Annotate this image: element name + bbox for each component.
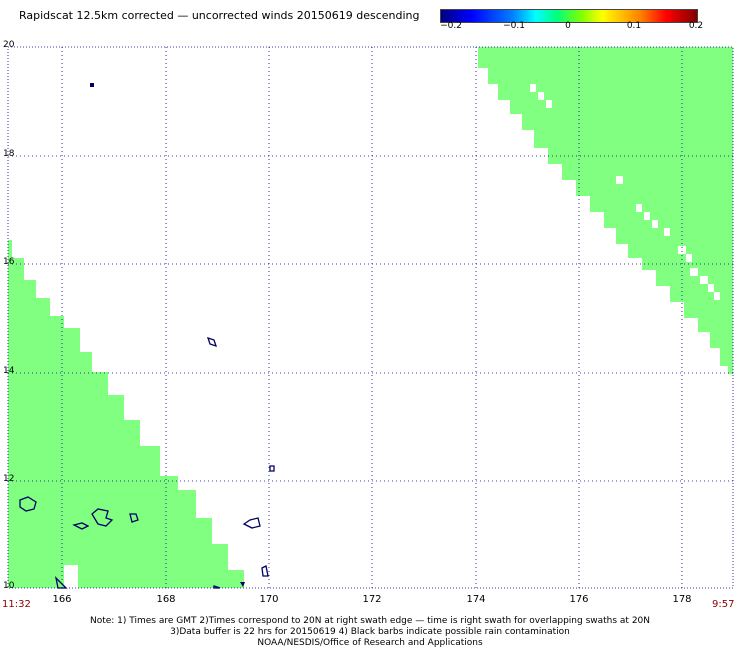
map-title: Rapidscat 12.5km corrected — uncorrected… — [19, 9, 420, 22]
y-tick-label: 12 — [3, 474, 15, 484]
x-tick-label: 178 — [672, 594, 692, 605]
swath-right — [478, 47, 733, 374]
island — [72, 522, 90, 530]
time-right: 9:57 — [712, 599, 735, 610]
island — [90, 83, 94, 87]
x-tick-label: 174 — [466, 594, 486, 605]
island — [261, 565, 269, 577]
island — [269, 465, 275, 472]
island — [54, 576, 68, 589]
colorbar-label: 0.2 — [688, 21, 704, 31]
island — [129, 513, 139, 523]
swath-gaps — [530, 84, 720, 300]
note-line-3: NOAA/NESDIS/Office of Research and Appli… — [257, 638, 483, 648]
y-tick-label: 20 — [3, 40, 15, 50]
islands — [19, 336, 275, 589]
note-line-1: Note: 1) Times are GMT 2)Times correspon… — [89, 616, 651, 626]
x-tick-label: 176 — [569, 594, 589, 605]
island — [242, 517, 261, 529]
colorbar-label: 0 — [565, 21, 571, 31]
swath-gap — [64, 565, 78, 588]
colorbar-label: 0.1 — [626, 21, 642, 31]
grid-lines — [8, 47, 733, 588]
y-tick-label: 18 — [3, 149, 15, 159]
island — [213, 585, 221, 589]
note-line-2: 3)Data buffer is 22 hrs for 20150619 4) … — [170, 627, 570, 637]
island — [206, 336, 218, 348]
island — [19, 496, 37, 512]
time-left: 11:32 — [2, 599, 31, 610]
colorbar — [440, 9, 698, 23]
island — [91, 508, 114, 527]
x-tick-label: 170 — [259, 594, 279, 605]
x-tick-label: 168 — [156, 594, 176, 605]
colorbar-label: −0.1 — [503, 21, 525, 31]
colorbar-label: −0.2 — [440, 21, 462, 31]
rain-flag — [240, 582, 245, 587]
y-tick-label: 10 — [3, 581, 15, 591]
y-tick-label: 14 — [3, 366, 15, 376]
y-tick-label: 16 — [3, 257, 15, 267]
x-tick-label: 172 — [362, 594, 382, 605]
x-tick-label: 166 — [52, 594, 72, 605]
swath-left — [8, 240, 244, 588]
